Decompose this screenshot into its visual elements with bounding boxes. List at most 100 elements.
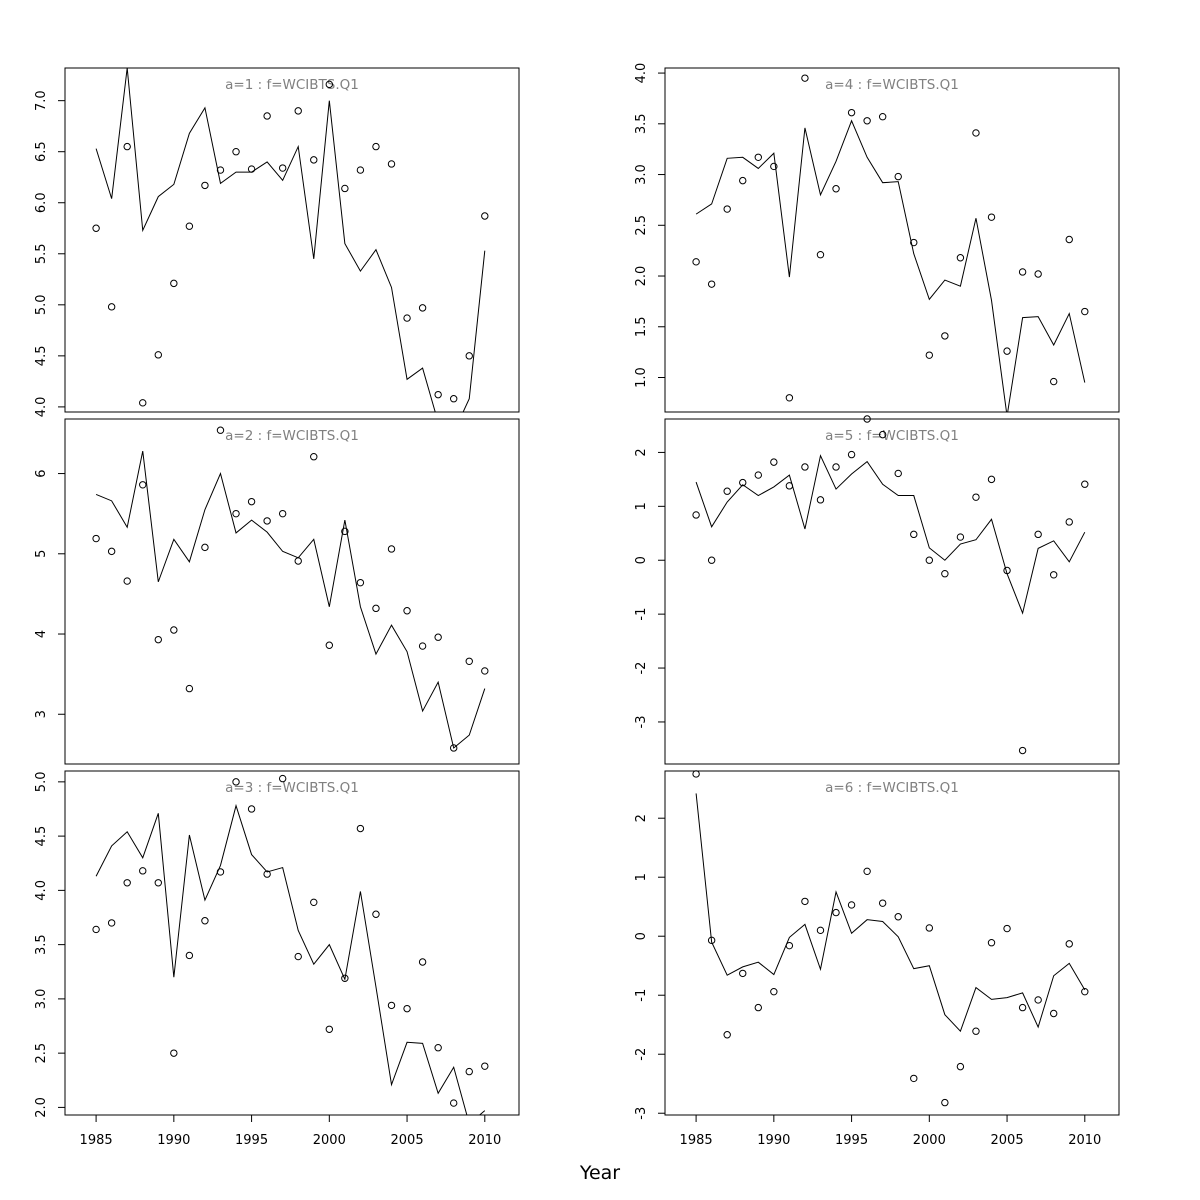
panel-4-observed-point bbox=[801, 74, 809, 82]
panel-5-observed-point bbox=[770, 458, 778, 466]
panel-6-ytick-label: 1 bbox=[634, 873, 649, 881]
panel-4-observed-point bbox=[847, 108, 856, 117]
panel-3-frame bbox=[64, 770, 520, 1116]
panel-4-observed-point bbox=[770, 162, 778, 171]
panel-3-observed-point bbox=[481, 1062, 489, 1070]
panel-3-ytick-label: 2.0 bbox=[34, 1097, 49, 1118]
panel-3-observed-point bbox=[247, 805, 256, 813]
panel-5-observed-point bbox=[801, 463, 809, 471]
panel-2-observed-point bbox=[341, 527, 349, 536]
panel-3-xtick-label: 1985 bbox=[80, 1133, 113, 1148]
panel-4-observed-point bbox=[816, 251, 825, 259]
panel-4-observed-point bbox=[941, 332, 949, 340]
panel-6-observed-point bbox=[816, 926, 825, 935]
panel-4-fitted-line bbox=[695, 119, 1086, 412]
panel-6-observed-point bbox=[972, 1027, 980, 1035]
panels-group: a=1 : f=WCIBTS.Q14.04.55.05.56.06.57.0a=… bbox=[34, 63, 1120, 1148]
panel-3-ytick-label: 2.5 bbox=[34, 1043, 49, 1064]
panel-1-observed-point bbox=[372, 142, 380, 151]
panel-6-observed-point bbox=[847, 901, 856, 909]
panel-6-xtick-label: 1990 bbox=[757, 1133, 790, 1148]
panel-1-observed-point bbox=[310, 156, 318, 164]
panel-6-observed-point bbox=[707, 936, 716, 945]
panel-1-fitted-line bbox=[95, 68, 486, 412]
panel-1-observed-point bbox=[263, 112, 271, 120]
panel-1-observed-point bbox=[294, 107, 302, 115]
panel-2-observed-point bbox=[387, 545, 396, 553]
panel-3-observed-point bbox=[387, 1001, 396, 1010]
panel-4-observed-point bbox=[910, 238, 918, 247]
panel-6-fitted-line bbox=[695, 793, 1086, 1033]
panel-6: a=6 : f=WCIBTS.Q1 -3 -2 -1 0 1 2 1985 1990 1995 20… bbox=[634, 770, 1120, 1148]
panel-5-observed-point bbox=[956, 533, 965, 541]
panel-4-observed-point bbox=[754, 153, 762, 161]
panel-3-ytick-label: 5.0 bbox=[34, 772, 49, 793]
panel-1-observed-point bbox=[403, 314, 411, 322]
panel-3-title: a=3 : f=WCIBTS.Q1 bbox=[225, 780, 359, 796]
panel-6-observed-point bbox=[941, 1098, 949, 1107]
panel-1-observed-point bbox=[418, 304, 427, 312]
panel-6-title: a=6 : f=WCIBTS.Q1 bbox=[825, 780, 959, 796]
panel-4-observed-point bbox=[1034, 270, 1042, 278]
panel-2-observed-point bbox=[403, 607, 411, 615]
panel-3-observed-point bbox=[123, 879, 131, 887]
panel-2-observed-point bbox=[434, 633, 442, 641]
panel-1-observed-point bbox=[449, 395, 458, 403]
panel-1-ytick-label: 5.0 bbox=[34, 294, 49, 315]
panel-2-fitted-line bbox=[95, 450, 486, 749]
panel-3-observed-point bbox=[310, 898, 318, 907]
panel-6-observed-point bbox=[785, 941, 794, 950]
panel-6-observed-point bbox=[863, 867, 871, 876]
panel-1-observed-point bbox=[481, 212, 489, 220]
panel-3-observed-point bbox=[107, 919, 116, 927]
panel-4-observed-point bbox=[1065, 235, 1073, 244]
panel-3-observed-point bbox=[356, 824, 365, 833]
panel-2-observed-point bbox=[247, 497, 256, 506]
panel-1-ytick-label: 4.0 bbox=[34, 397, 49, 418]
panel-5-frame bbox=[664, 418, 1120, 765]
panel-2-observed-point bbox=[481, 667, 489, 675]
panel-1-observed-point bbox=[154, 351, 162, 359]
panel-5: a=5 : f=WCIBTS.Q1 -3 -2 -1 0 1 2 bbox=[634, 415, 1120, 765]
panel-2-observed-point bbox=[201, 543, 209, 552]
panel-1-observed-point bbox=[107, 303, 116, 311]
panel-4-observed-point bbox=[863, 117, 871, 125]
panel-6-frame bbox=[664, 770, 1120, 1116]
panel-1-observed-point bbox=[201, 181, 209, 190]
panel-6-observed-point bbox=[770, 987, 778, 996]
panel-1-observed-point bbox=[325, 80, 334, 89]
panel-6-observed-point bbox=[910, 1074, 918, 1083]
panel-6-observed-point bbox=[1081, 987, 1089, 996]
panel-2-title: a=2 : f=WCIBTS.Q1 bbox=[225, 428, 359, 444]
panel-5-observed-point bbox=[878, 430, 887, 439]
panel-4-frame bbox=[664, 67, 1120, 413]
panel-6-observed-point bbox=[723, 1031, 731, 1039]
panel-6-xtick-label: 1985 bbox=[680, 1133, 713, 1148]
panel-5-observed-point bbox=[754, 471, 762, 479]
panel-1-observed-point bbox=[356, 166, 365, 174]
panel-5-observed-point bbox=[832, 463, 840, 471]
panel-3-observed-point bbox=[341, 974, 349, 982]
panel-6-observed-point bbox=[1065, 940, 1073, 948]
panel-5-observed-point bbox=[894, 469, 902, 478]
panel-3-observed-point bbox=[465, 1067, 473, 1076]
panel-1-ytick-label: 4.5 bbox=[34, 346, 49, 367]
panel-5-ytick-label: 0 bbox=[634, 556, 649, 564]
panel-4-observed-point bbox=[1003, 347, 1011, 355]
panel-4-observed-point bbox=[739, 176, 747, 185]
panel-3-observed-point bbox=[154, 879, 162, 887]
panel-2-observed-point bbox=[356, 578, 365, 587]
panel-2-observed-point bbox=[154, 635, 162, 644]
panel-5-observed-point bbox=[785, 482, 794, 490]
panel-2-observed-point bbox=[216, 426, 225, 434]
panel-5-observed-point bbox=[816, 496, 825, 504]
panel-1-frame bbox=[64, 67, 520, 413]
panel-1-observed-point bbox=[216, 166, 225, 174]
panel-5-observed-point bbox=[910, 530, 918, 539]
panel-5-ytick-label: -1 bbox=[634, 608, 649, 621]
panel-6-observed-point bbox=[878, 899, 887, 907]
panel-5-ytick-label: 2 bbox=[634, 448, 649, 456]
panel-5-observed-point bbox=[1018, 746, 1027, 755]
panel-5-observed-point bbox=[707, 556, 716, 564]
